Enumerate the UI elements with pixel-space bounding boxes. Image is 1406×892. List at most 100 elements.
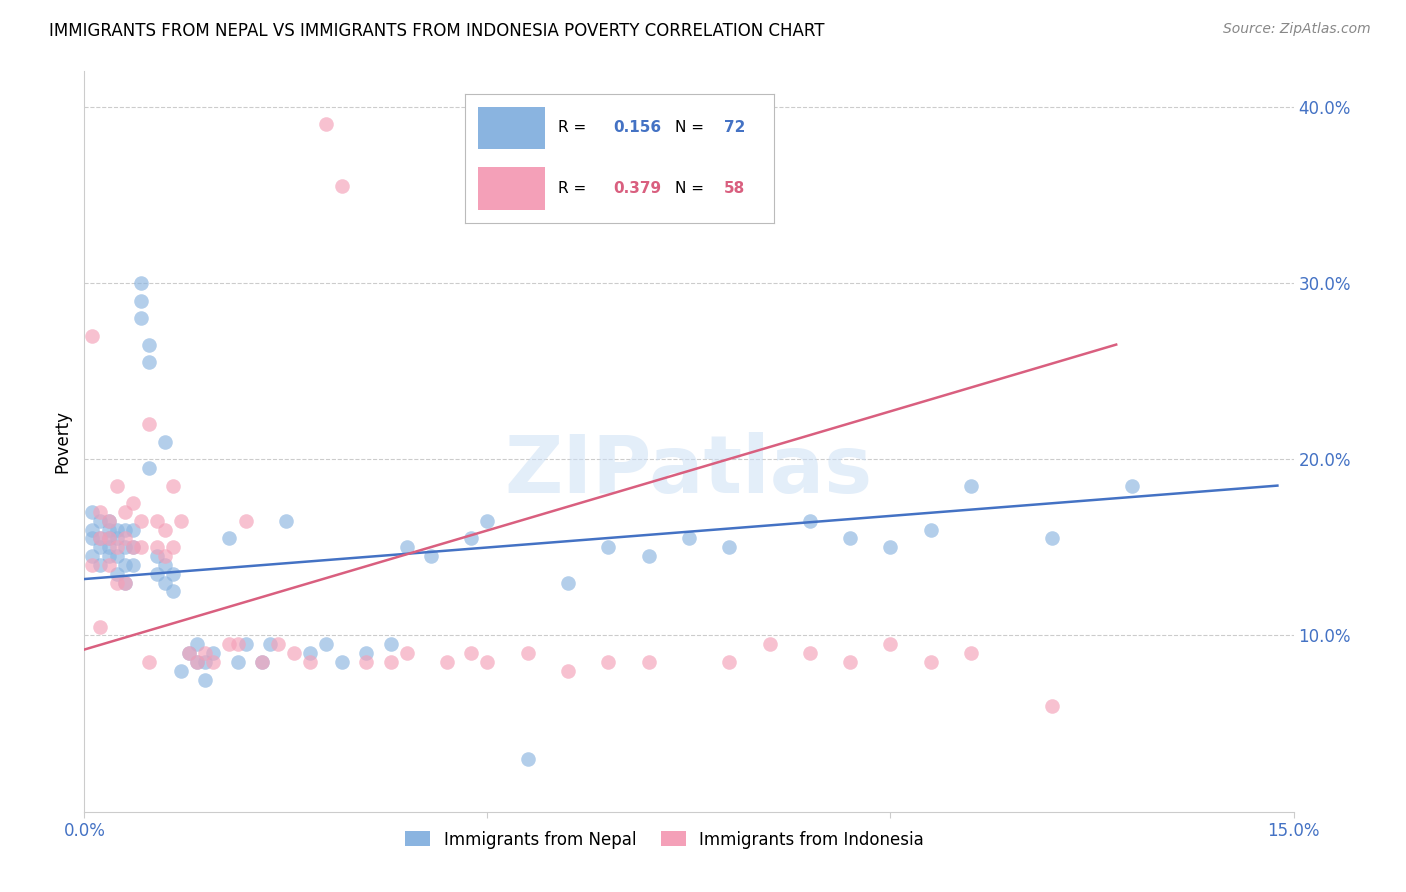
Y-axis label: Poverty: Poverty <box>53 410 72 473</box>
Point <box>146 514 169 528</box>
Point <box>226 655 249 669</box>
Point <box>460 646 482 660</box>
Point <box>557 664 579 678</box>
Point <box>259 637 281 651</box>
Point <box>436 655 458 669</box>
Point <box>114 505 136 519</box>
Point <box>283 646 305 660</box>
Point <box>395 541 418 555</box>
Point <box>356 646 378 660</box>
Point <box>799 646 821 660</box>
Point <box>839 655 862 669</box>
Text: IMMIGRANTS FROM NEPAL VS IMMIGRANTS FROM INDONESIA POVERTY CORRELATION CHART: IMMIGRANTS FROM NEPAL VS IMMIGRANTS FROM… <box>49 22 825 40</box>
Point <box>129 276 152 290</box>
Point <box>330 655 353 669</box>
Point <box>89 505 111 519</box>
Point <box>138 355 160 369</box>
Point <box>330 178 353 193</box>
Point <box>879 541 901 555</box>
Text: Source: ZipAtlas.com: Source: ZipAtlas.com <box>1223 22 1371 37</box>
Point <box>678 532 700 546</box>
Point <box>105 575 128 590</box>
Point <box>89 532 111 546</box>
Point <box>89 541 111 555</box>
Point <box>97 541 120 555</box>
Point <box>153 558 176 572</box>
Point <box>477 514 499 528</box>
Point <box>82 505 104 519</box>
Text: ZIPatlas: ZIPatlas <box>505 432 873 510</box>
Point <box>114 523 136 537</box>
Point <box>186 655 208 669</box>
Point <box>516 646 538 660</box>
Point <box>380 655 402 669</box>
Point <box>226 637 249 651</box>
Point <box>460 532 482 546</box>
Point <box>250 655 273 669</box>
Point <box>194 646 217 660</box>
Point <box>235 514 257 528</box>
Point <box>960 646 983 660</box>
Point <box>186 637 208 651</box>
Point <box>250 655 273 669</box>
Point <box>194 655 217 669</box>
Point <box>114 532 136 546</box>
Point <box>299 646 322 660</box>
Point <box>186 655 208 669</box>
Point <box>598 541 620 555</box>
Point <box>121 541 143 555</box>
Point <box>121 523 143 537</box>
Point <box>718 655 741 669</box>
Point <box>114 575 136 590</box>
Point <box>97 532 120 546</box>
Point <box>105 532 128 546</box>
Point <box>179 646 201 660</box>
Point <box>267 637 290 651</box>
Point <box>121 541 143 555</box>
Point <box>153 523 176 537</box>
Point <box>356 655 378 669</box>
Point <box>315 117 337 131</box>
Point <box>557 575 579 590</box>
Point <box>1040 698 1063 713</box>
Point <box>82 549 104 563</box>
Point <box>162 584 184 599</box>
Point <box>121 558 143 572</box>
Point <box>89 619 111 633</box>
Point <box>799 514 821 528</box>
Point <box>129 293 152 308</box>
Point <box>89 514 111 528</box>
Point <box>758 637 780 651</box>
Point <box>598 655 620 669</box>
Legend: Immigrants from Nepal, Immigrants from Indonesia: Immigrants from Nepal, Immigrants from I… <box>399 824 931 855</box>
Point <box>380 637 402 651</box>
Point <box>82 532 104 546</box>
Point <box>202 655 225 669</box>
Point <box>129 514 152 528</box>
Point <box>170 664 193 678</box>
Point <box>879 637 901 651</box>
Point <box>718 541 741 555</box>
Point <box>395 646 418 660</box>
Point <box>920 523 942 537</box>
Point <box>82 523 104 537</box>
Point <box>218 532 240 546</box>
Point <box>315 637 337 651</box>
Point <box>179 646 201 660</box>
Point <box>960 478 983 492</box>
Point <box>637 655 659 669</box>
Point <box>162 541 184 555</box>
Point <box>89 532 111 546</box>
Point <box>138 417 160 431</box>
Point <box>114 575 136 590</box>
Point <box>218 637 240 651</box>
Point <box>202 646 225 660</box>
Point <box>105 549 128 563</box>
Point <box>146 541 169 555</box>
Point <box>839 532 862 546</box>
Point <box>516 752 538 766</box>
Point <box>97 523 120 537</box>
Point <box>920 655 942 669</box>
Point <box>235 637 257 651</box>
Point <box>105 541 128 555</box>
